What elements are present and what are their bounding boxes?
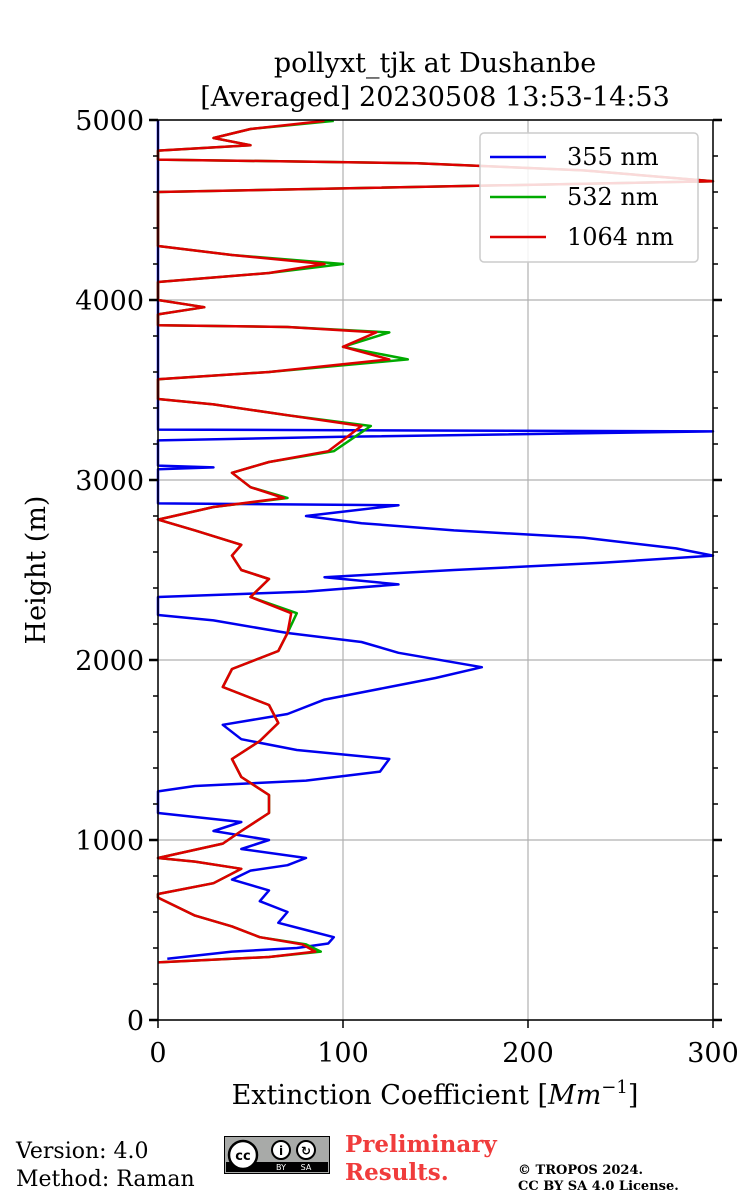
legend: 355 nm 532 nm 1064 nm <box>479 132 699 263</box>
preliminary-line2: Results. <box>345 1159 449 1186</box>
svg-text:cc: cc <box>235 1149 250 1164</box>
version-info: Version: 4.0 Method: Raman <box>16 1138 195 1194</box>
legend-label-1064: 1064 nm <box>567 223 674 251</box>
x-axis-label: Extinction Coefficient [Mm−1] <box>232 1077 639 1111</box>
series-line-1064-nm <box>156 119 715 964</box>
svg-text:i: i <box>279 1144 283 1158</box>
preliminary-notice: Preliminary Results. <box>345 1131 497 1187</box>
y-tick-label: 3000 <box>75 466 144 497</box>
y-tick-label: 4000 <box>75 286 144 317</box>
method-text: Method: Raman <box>16 1167 195 1192</box>
y-tick-label: 2000 <box>75 646 144 677</box>
y-tick-label: 0 <box>127 1006 144 1037</box>
copyright-line2: CC BY SA 4.0 License. <box>518 1179 679 1194</box>
plot-frame <box>157 119 714 1021</box>
x-tick-label: 100 <box>317 1038 369 1069</box>
x-tick-label: 200 <box>502 1038 554 1069</box>
preliminary-line1: Preliminary <box>345 1131 497 1158</box>
cc-license-badge: cc i ↻ BY SA <box>224 1136 330 1174</box>
y-tick-label: 5000 <box>75 106 144 137</box>
series-lines <box>156 119 715 964</box>
attribution-icon <box>271 1140 291 1160</box>
copyright-line1: © TROPOS 2024. <box>518 1163 644 1178</box>
share-alike-icon <box>296 1140 316 1160</box>
legend-label-532: 532 nm <box>567 183 659 211</box>
svg-text:BY: BY <box>276 1163 286 1172</box>
x-tick-label: 0 <box>149 1038 166 1069</box>
copyright-notice: © TROPOS 2024. CC BY SA 4.0 License. <box>518 1163 679 1195</box>
legend-box <box>479 132 699 263</box>
svg-text:↻: ↻ <box>301 1144 311 1158</box>
x-tick-label: 300 <box>687 1038 739 1069</box>
y-axis-label: Height (m) <box>21 496 52 645</box>
chart-title-line1: pollyxt_tjk at Dushanbe <box>274 48 596 79</box>
version-text: Version: 4.0 <box>16 1139 149 1164</box>
svg-text:SA: SA <box>301 1163 312 1172</box>
chart-title-line2: [Averaged] 20230508 13:53-14:53 <box>200 82 670 113</box>
series-line-355-nm <box>156 120 715 961</box>
legend-label-355: 355 nm <box>567 143 659 171</box>
y-tick-label: 1000 <box>75 826 144 857</box>
cc-logo-icon <box>227 1139 259 1171</box>
